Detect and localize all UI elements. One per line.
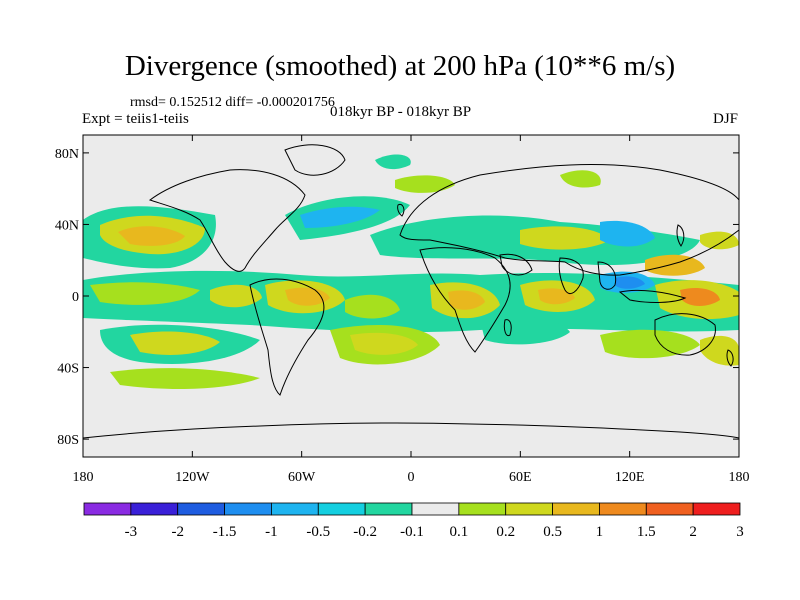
field-siberia-yellow	[560, 170, 601, 188]
period-label: 018kyr BP - 018kyr BP	[330, 104, 472, 120]
x-tick-label: 60E	[509, 470, 532, 485]
field-indian-south-negative	[480, 316, 570, 345]
field-atlantic-tropics-yellow	[345, 294, 400, 319]
field-south-atlantic-core	[350, 332, 418, 355]
colorbar-box	[692, 502, 741, 516]
field-east-asia-positive	[645, 254, 705, 276]
x-tick-label: 0	[408, 470, 415, 485]
colorbar-label: 0.1	[449, 524, 468, 540]
colorbar-box	[317, 502, 366, 516]
colorbar-box	[130, 502, 179, 516]
x-tick-label: 120W	[175, 470, 210, 485]
colorbar-box	[645, 502, 694, 516]
colorbar-box	[411, 502, 460, 516]
x-tick-label: 120E	[615, 470, 645, 485]
field-southern-ocean-band	[110, 368, 260, 390]
colorbar: -3 -2 -1.5 -1 -0.5 -0.2 -0.1 0.1 0.2 0.5 1 1.5 2 3	[83, 502, 744, 540]
coast-antarctica	[83, 422, 739, 439]
colorbar-label: -3	[125, 524, 138, 540]
field-north-atlantic-blue	[300, 206, 380, 228]
colorbar-label: -0.2	[353, 524, 377, 540]
x-tick-label: 180	[729, 470, 750, 485]
coast-africa	[419, 247, 511, 353]
colorbar-label: -1.5	[213, 524, 237, 540]
colorbar-label: -1	[265, 524, 278, 540]
field-pacific-tropics-yellow	[90, 282, 200, 305]
map-title: Divergence (smoothed) at 200 hPa (10**6 …	[124, 50, 676, 82]
field-west-pacific-positive	[700, 231, 739, 250]
field-eurasia-positive	[520, 226, 610, 250]
field-australia-south-positive	[600, 329, 700, 359]
coast-australia	[654, 313, 716, 356]
y-tick-label: 0	[72, 290, 79, 305]
colorbar-box	[271, 502, 319, 516]
colorbar-box	[364, 502, 413, 516]
colorbar-label: 1	[596, 524, 604, 540]
colorbar-label: 3	[736, 524, 744, 540]
y-tick-label: 40N	[55, 218, 79, 233]
colorbar-label: 0.2	[496, 524, 515, 540]
coast-eurasia	[399, 164, 739, 276]
field-south-pacific-positive	[130, 331, 220, 355]
colorbar-label: -0.5	[306, 524, 330, 540]
colorbar-box	[83, 502, 132, 516]
coast-greenland	[284, 144, 346, 176]
x-tick-label: 60W	[288, 470, 316, 485]
field-arctic-yellow	[395, 175, 455, 193]
colorbar-label: -0.1	[400, 524, 424, 540]
field-north-pacific-core	[118, 226, 185, 246]
field-south-america-core	[285, 287, 330, 306]
coast-north-america	[148, 169, 306, 272]
coast-new-zealand	[726, 349, 734, 367]
coast-south-america	[249, 278, 325, 396]
colorbar-box	[177, 502, 225, 516]
colorbar-label: 1.5	[637, 524, 656, 540]
colorbar-label: 2	[689, 524, 697, 540]
coast-madagascar	[503, 319, 512, 337]
coast-india	[558, 257, 584, 294]
coast-uk	[397, 203, 405, 217]
colorbar-box	[458, 502, 507, 516]
x-tick-label: 180	[73, 470, 94, 485]
coast-arabia	[499, 253, 533, 276]
coast-southeast-asia	[597, 261, 617, 290]
coastlines	[83, 144, 739, 439]
field-west-pacific-tropics-core	[680, 288, 720, 306]
colorbar-box	[224, 502, 272, 516]
field-indian-ocean-core	[538, 288, 575, 305]
y-tick-label: 80S	[57, 433, 79, 448]
field-central-pacific-positive	[210, 284, 262, 308]
y-tick-label: 40S	[57, 362, 79, 377]
y-tick-label: 80N	[55, 147, 79, 162]
axis-ticks: 180 120W 60W 0 60E 120E 180 80N 40N 0 40S 80S	[55, 135, 750, 485]
rmsd-diff-stats: rmsd= 0.152512 diff= -0.000201756	[130, 95, 335, 110]
colorbar-box	[505, 502, 553, 516]
field-africa-core	[448, 290, 485, 310]
divergence-field	[83, 154, 739, 390]
colorbar-label: -2	[171, 524, 184, 540]
field-high-latitude-patch	[375, 154, 411, 170]
field-maritime-continent-deep	[615, 276, 645, 289]
colorbar-box	[599, 502, 647, 516]
colorbar-box	[552, 502, 600, 516]
colorbar-label: 0.5	[543, 524, 562, 540]
coast-japan	[676, 224, 685, 247]
field-asia-blue	[600, 220, 655, 247]
experiment-label: Expt = teiis1-teiis	[82, 111, 189, 127]
coast-indonesia	[618, 289, 687, 303]
season-label: DJF	[712, 111, 738, 127]
